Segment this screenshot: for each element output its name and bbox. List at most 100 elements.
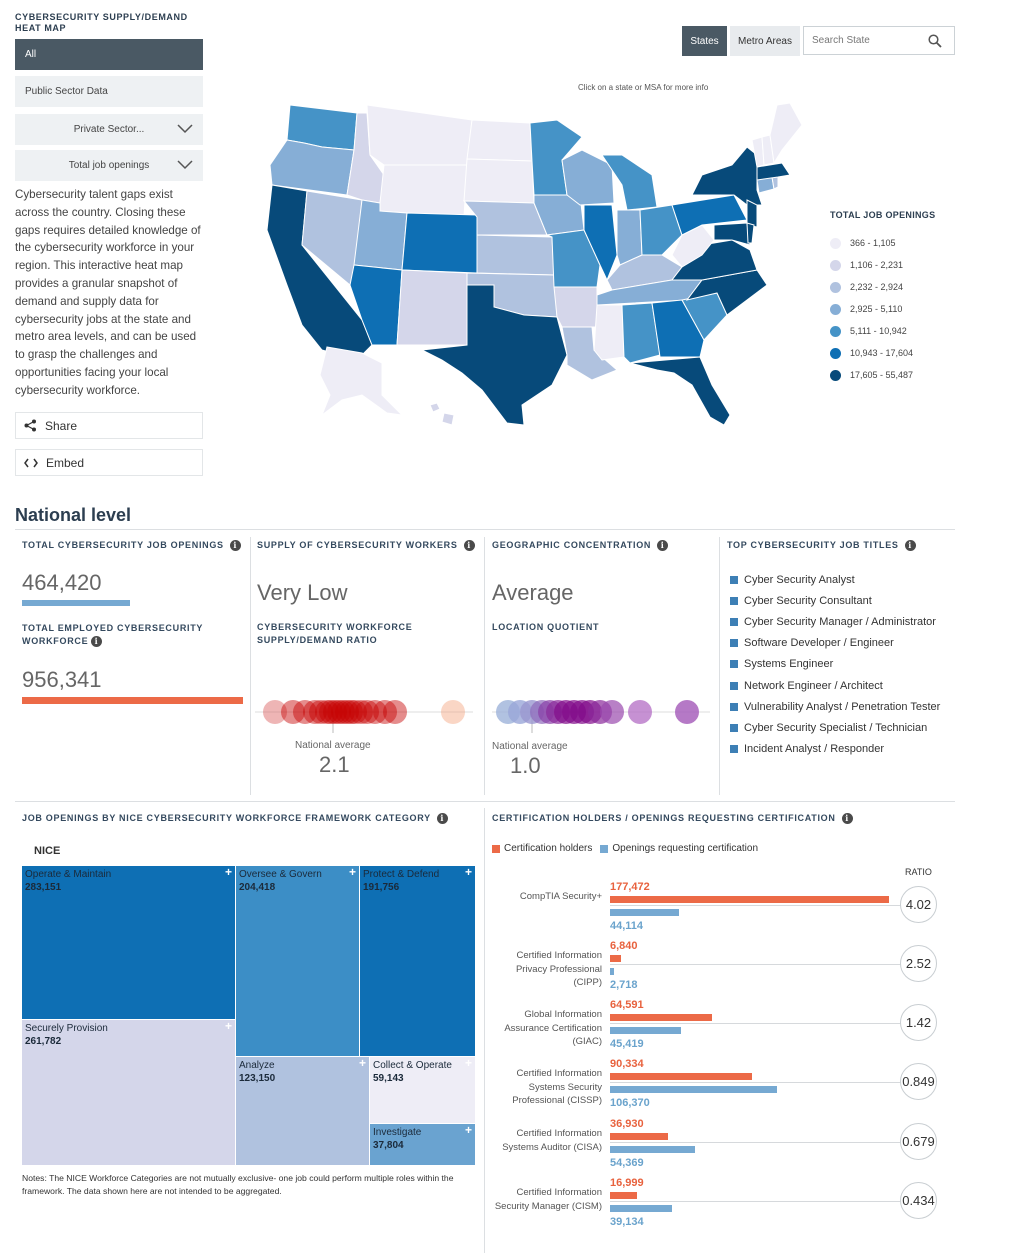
info-icon[interactable]: i — [91, 636, 102, 647]
cert-gridline — [610, 964, 902, 965]
state-hawaii-big-island[interactable] — [441, 412, 455, 426]
metric-dropdown-label: Total job openings — [68, 160, 150, 171]
state-mississippi[interactable] — [593, 304, 625, 361]
state-kansas[interactable] — [476, 234, 555, 276]
cert-ratio: 0.434 — [900, 1182, 937, 1219]
metric-dropdown[interactable]: Total job openings — [15, 150, 203, 181]
cert-name: Certified Information Security Manager (… — [494, 1187, 602, 1212]
legend-label: 5,111 - 10,942 — [850, 326, 907, 336]
location-quotient-dot-plot[interactable] — [492, 693, 712, 733]
state-louisiana[interactable] — [561, 326, 618, 381]
expand-icon[interactable]: + — [348, 865, 356, 879]
state-hawaii[interactable] — [429, 402, 441, 413]
treemap-cell-oversee-govern[interactable]: Oversee & Govern 204,418 + — [236, 866, 360, 1057]
treemap-cell-value: 191,756 — [363, 882, 400, 893]
state-florida[interactable] — [629, 356, 731, 426]
state-georgia[interactable] — [651, 299, 705, 358]
state-montana[interactable] — [366, 104, 473, 166]
legend-label: Openings requesting certification — [612, 843, 759, 854]
cert-requests-bar — [610, 968, 615, 975]
legend-label: 10,943 - 17,604 — [850, 348, 914, 358]
legend-swatch — [830, 325, 841, 337]
treemap-cell-name: Analyze — [239, 1060, 275, 1071]
state-wisconsin[interactable] — [561, 149, 615, 206]
treemap-cell-analyze[interactable]: Analyze 123,150 + — [236, 1057, 370, 1166]
search-state-input[interactable]: Search State — [803, 26, 955, 55]
embed-button[interactable]: Embed — [15, 449, 203, 476]
list-item: Software Developer / Engineer — [730, 633, 940, 654]
treemap-cell-investigate[interactable]: Investigate 37,804 + — [370, 1124, 476, 1166]
treemap-notes: Notes: The NICE Workforce Categories are… — [22, 1173, 454, 1196]
lq-national-average-value: 1.0 — [510, 753, 541, 778]
info-icon[interactable]: i — [841, 813, 853, 824]
tab-metro-areas[interactable]: Metro Areas — [730, 26, 800, 56]
state-colorado[interactable] — [401, 212, 478, 274]
nice-title-text: JOB OPENINGS BY NICE CYBERSECURITY WORKF… — [22, 813, 431, 823]
state-massachusetts[interactable] — [756, 162, 791, 181]
state-texas[interactable] — [420, 284, 568, 426]
info-icon[interactable]: i — [463, 540, 475, 551]
share-button[interactable]: Share — [15, 412, 203, 439]
state-delaware[interactable] — [746, 222, 755, 244]
expand-icon[interactable]: + — [224, 1019, 232, 1033]
state-new-mexico[interactable] — [396, 269, 468, 346]
expand-icon[interactable]: + — [464, 1056, 472, 1070]
state-maryland[interactable] — [713, 222, 751, 246]
treemap-cell-operate-maintain[interactable]: Operate & Maintain 283,151 + — [22, 866, 236, 1020]
treemap-cell-collect-operate[interactable]: Collect & Operate 59,143 + — [370, 1057, 476, 1124]
filter-public-sector-button[interactable]: Public Sector Data — [15, 76, 203, 107]
legend-item: Openings requesting certification — [600, 843, 758, 854]
treemap-cell-name: Collect & Operate — [373, 1060, 452, 1071]
state-nebraska[interactable] — [462, 200, 548, 236]
state-arkansas[interactable] — [553, 286, 598, 328]
state-alaska[interactable] — [319, 346, 404, 417]
treemap-cell-name: Securely Provision — [25, 1023, 108, 1034]
cert-holders-value: 64,591 — [610, 999, 644, 1011]
treemap-cell-value: 261,782 — [25, 1036, 62, 1047]
total-employed-value: 956,341 — [22, 667, 102, 692]
supply-value: Very Low — [257, 580, 348, 605]
search-placeholder: Search State — [812, 35, 870, 46]
info-icon[interactable]: i — [436, 813, 448, 824]
treemap-cell-securely-provision[interactable]: Securely Provision 261,782 + — [22, 1020, 236, 1166]
treemap-root-label: NICE — [34, 845, 61, 857]
expand-icon[interactable]: + — [464, 1123, 472, 1137]
bullet-icon — [730, 660, 738, 669]
cert-requests-bar — [610, 1027, 682, 1034]
tab-states[interactable]: States — [682, 26, 727, 56]
cert-requests-value: 2,718 — [610, 979, 638, 991]
state-north-dakota[interactable] — [466, 119, 533, 162]
total-employed-title-text: TOTAL EMPLOYED CYBERSECURITY WORKFORCE — [22, 623, 203, 646]
expand-icon[interactable]: + — [358, 1056, 366, 1070]
filter-all-button[interactable]: All — [15, 39, 203, 70]
treemap-cell-value: 283,151 — [25, 882, 62, 893]
legend-item: 5,111 - 10,942 — [830, 320, 935, 342]
job-title: Incident Analyst / Responder — [744, 743, 885, 756]
cert-holders-bar — [610, 1073, 752, 1080]
state-maine[interactable] — [769, 102, 802, 165]
state-alabama[interactable] — [621, 302, 661, 364]
info-icon[interactable]: i — [657, 540, 669, 551]
list-item: Vulnerability Analyst / Penetration Test… — [730, 696, 940, 717]
cert-gridline — [610, 1201, 902, 1202]
state-south-dakota[interactable] — [463, 158, 535, 204]
state-wyoming[interactable] — [379, 164, 468, 218]
state-ohio[interactable] — [639, 204, 683, 256]
state-new-jersey[interactable] — [746, 199, 758, 228]
expand-icon[interactable]: + — [464, 865, 472, 879]
legend-label: 17,605 - 55,487 — [850, 370, 914, 380]
legend-item: 10,943 - 17,604 — [830, 342, 935, 364]
state-pennsylvania[interactable] — [671, 194, 748, 236]
cert-holders-bar — [610, 1014, 712, 1021]
info-icon[interactable]: i — [229, 540, 241, 551]
ratio-dot-plot[interactable] — [255, 693, 475, 733]
private-sector-dropdown[interactable]: Private Sector... — [15, 114, 203, 145]
us-heat-map[interactable] — [262, 95, 802, 435]
info-icon[interactable]: i — [904, 540, 916, 551]
cert-ratio: 0.679 — [900, 1123, 937, 1160]
treemap-cell-name: Investigate — [373, 1127, 422, 1138]
expand-icon[interactable]: + — [224, 865, 232, 879]
cert-requests-value: 54,369 — [610, 1157, 644, 1169]
total-openings-bar — [22, 600, 130, 606]
treemap-cell-protect-defend[interactable]: Protect & Defend 191,756 + — [360, 866, 476, 1057]
